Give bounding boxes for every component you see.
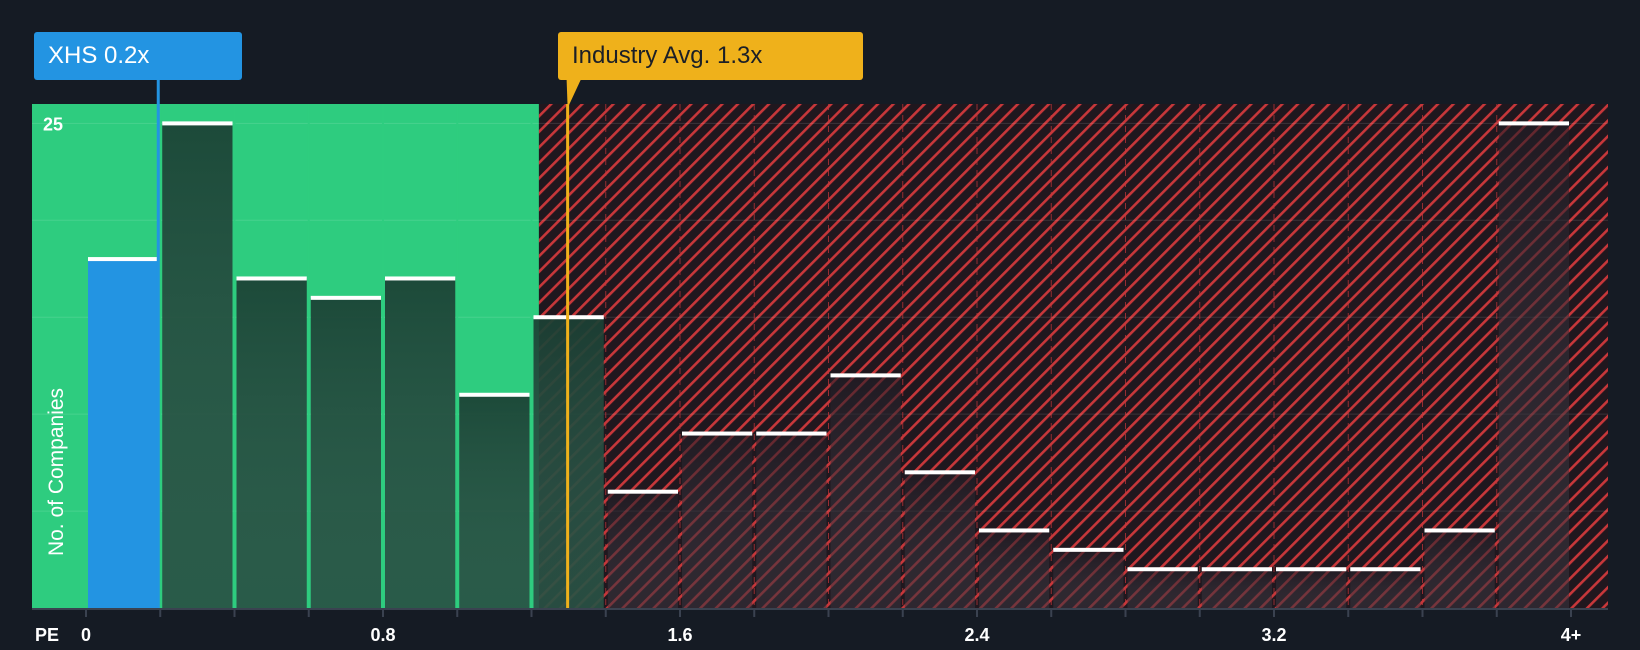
bars: [88, 121, 1569, 608]
bar-top-cap: [1201, 567, 1272, 572]
y-axis-label: No. of Companies: [45, 388, 68, 556]
x-tick-label: 3.2: [1261, 625, 1286, 645]
histogram-bar-shade: [756, 433, 827, 608]
bar-top-cap: [830, 373, 901, 378]
x-tick-label: 1.6: [667, 625, 692, 645]
histogram-bar-shade: [236, 278, 307, 608]
histogram-bar-shade: [607, 491, 678, 608]
bar-top-cap: [904, 470, 975, 475]
histogram-bar-shade: [1127, 569, 1198, 608]
bar-top-cap: [682, 431, 753, 436]
x-axis-ticks: 0 0.8 1.6 2.4 3.2 4+: [81, 608, 1581, 645]
bin-separators: [159, 104, 1498, 608]
histogram-bar-shade: [1350, 569, 1421, 608]
x-tick-label: 2.4: [964, 625, 989, 645]
histogram-bar-shade: [682, 433, 753, 608]
bar-top-cap: [1424, 528, 1495, 533]
industry-callout-pointer: [566, 80, 581, 108]
bar-top-cap: [979, 528, 1050, 533]
y-tick-label: 25: [43, 114, 63, 134]
bar-top-cap: [162, 121, 233, 126]
histogram-bar-shade: [162, 123, 233, 608]
bar-top-cap: [1127, 567, 1198, 572]
histogram-bar-shade: [1498, 123, 1569, 608]
histogram-bar-shade: [979, 530, 1050, 608]
histogram-bar: [88, 259, 159, 608]
bar-top-cap: [1350, 567, 1421, 572]
bar-top-cap: [1053, 547, 1124, 552]
histogram-bar-shade: [1276, 569, 1347, 608]
histogram-bar-shade: [1201, 569, 1272, 608]
bar-top-cap: [88, 257, 159, 262]
histogram-bar-shade: [459, 394, 530, 608]
histogram-bar-shade: [830, 375, 901, 608]
company-pe-callout: XHS 0.2x: [34, 32, 242, 80]
bar-top-cap: [236, 276, 307, 281]
histogram-bar-shade: [904, 472, 975, 608]
histogram-bar-shade: [1053, 549, 1124, 608]
bar-top-cap: [459, 392, 530, 397]
x-tick-label: 0.8: [370, 625, 395, 645]
x-tick-label: 4+: [1561, 625, 1582, 645]
bar-top-cap: [1276, 567, 1347, 572]
x-tick-label: 0: [81, 625, 91, 645]
bar-top-cap: [607, 489, 678, 494]
industry-avg-callout: Industry Avg. 1.3x: [558, 32, 863, 80]
x-axis-label: PE: [35, 625, 59, 645]
histogram-bar-shade: [310, 297, 381, 608]
bar-top-cap: [756, 431, 827, 436]
histogram-bar-shade: [385, 278, 456, 608]
bar-top-cap: [1498, 121, 1569, 126]
bar-top-cap: [385, 276, 456, 281]
histogram-bar-shade: [1424, 530, 1495, 608]
bar-top-cap: [310, 295, 381, 300]
